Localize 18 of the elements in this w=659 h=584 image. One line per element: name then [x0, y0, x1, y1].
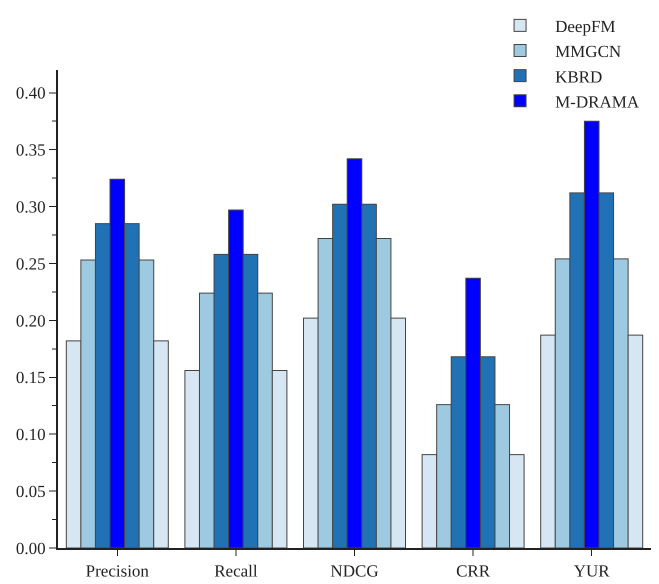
y-tick-label: 0.35: [16, 140, 46, 160]
y-tick-label: 0.15: [16, 368, 46, 388]
legend-label: DeepFM: [555, 17, 616, 36]
x-tick-label: YUR: [574, 561, 610, 580]
legend-label: KBRD: [555, 67, 602, 86]
legend-label: MMGCN: [555, 42, 622, 62]
x-tick-label: NDCG: [330, 561, 379, 580]
y-tick-label: 0.20: [16, 311, 46, 330]
y-tick-label: 0.05: [16, 482, 46, 502]
legend-label: M-DRAMA: [555, 92, 640, 112]
x-tick-label: CRR: [456, 561, 491, 580]
x-tick-label: Precision: [86, 561, 150, 580]
y-tick-label: 0.00: [16, 538, 46, 558]
y-tick-label: 0.25: [16, 254, 46, 274]
y-tick-label: 0.40: [16, 84, 46, 103]
y-tick-label: 0.30: [16, 198, 46, 217]
x-tick-label: Recall: [214, 561, 258, 580]
y-tick-label: 0.10: [16, 425, 46, 444]
